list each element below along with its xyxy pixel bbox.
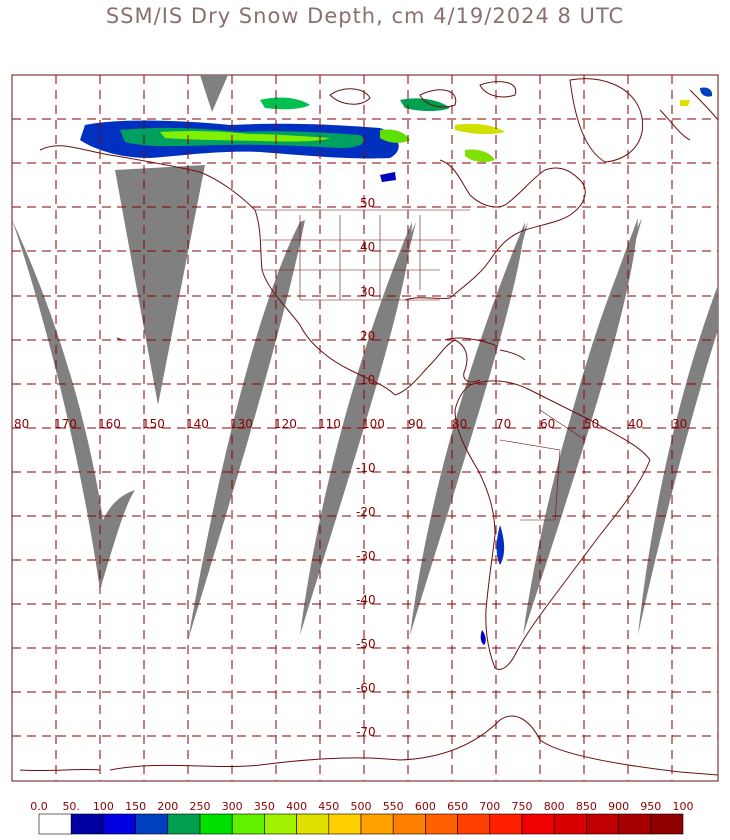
legend-label: 250 <box>190 800 211 813</box>
legend-swatch <box>167 813 201 835</box>
legend-swatch <box>328 813 362 835</box>
legend-label: 50. <box>62 800 80 813</box>
legend-swatch <box>521 813 555 835</box>
coastline-south-america <box>454 380 651 670</box>
legend-label: 200 <box>157 800 178 813</box>
legend-swatch <box>360 813 394 835</box>
swath-gap <box>638 285 718 635</box>
legend-swatch <box>650 813 684 835</box>
legend-swatch <box>618 813 652 835</box>
longitude-label: 120 <box>274 417 297 431</box>
longitude-label: 30 <box>672 417 687 431</box>
legend-label: 600 <box>415 800 436 813</box>
legend-swatch <box>264 813 297 835</box>
latitude-label: 10 <box>360 373 375 387</box>
legend-label: 750 <box>512 800 533 813</box>
longitude-label: 170 <box>54 417 77 431</box>
longitude-label: 100 <box>362 417 385 431</box>
latitude-label: 50 <box>360 196 375 210</box>
longitude-label: 150 <box>142 417 165 431</box>
graticule <box>12 75 718 781</box>
coastline-west <box>39 145 396 396</box>
latitude-label: -40 <box>356 593 376 607</box>
legend-swatch <box>135 813 169 835</box>
latitude-label: -70 <box>356 725 376 739</box>
longitude-labels: 80 170 160 150 140 130 120 110 100 90 80… <box>14 417 687 431</box>
legend-label: 350 <box>254 800 275 813</box>
longitude-label: 110 <box>318 417 341 431</box>
swath-gap <box>115 165 205 405</box>
latitude-label: 30 <box>360 285 375 299</box>
longitude-label: 70 <box>496 417 511 431</box>
longitude-label: 90 <box>408 417 423 431</box>
legend-swatch <box>296 813 330 835</box>
legend-label: 550 <box>383 800 404 813</box>
coastline-antarctica-west <box>19 768 101 772</box>
legend-swatch <box>553 813 587 835</box>
caribbean-islands <box>444 337 526 361</box>
swath-gap <box>523 218 642 635</box>
legend-label: 950 <box>640 800 661 813</box>
legend-label: 450 <box>318 800 339 813</box>
legend-label: 100 <box>673 800 694 813</box>
longitude-label: 50 <box>584 417 599 431</box>
legend-swatch <box>425 813 458 835</box>
coastlines <box>19 78 719 776</box>
coastline-north-atlantic <box>659 89 719 141</box>
country-borders <box>499 409 586 521</box>
latitude-label: -20 <box>356 505 376 519</box>
legend-swatch <box>199 813 233 835</box>
latitude-label: -30 <box>356 549 376 563</box>
state-borders <box>255 209 470 301</box>
swath-gap-top <box>200 75 228 112</box>
legend-label: 100 <box>93 800 114 813</box>
legend-label: 150 <box>125 800 146 813</box>
legend-swatch <box>103 813 136 835</box>
legend-swatch <box>38 813 72 835</box>
color-legend: 0.0 50. 100 150 200 250 300 350 400 450 500 550 600 6… <box>30 800 694 835</box>
latitude-label: -50 <box>356 637 376 651</box>
longitude-label: 60 <box>540 417 555 431</box>
legend-label: 700 <box>479 800 500 813</box>
snow-cover <box>80 87 713 645</box>
longitude-label: 130 <box>230 417 253 431</box>
longitude-label: 140 <box>186 417 209 431</box>
legend-swatches <box>38 813 684 835</box>
legend-label: 300 <box>222 800 243 813</box>
legend-label: 500 <box>351 800 372 813</box>
legend-label: 900 <box>608 800 629 813</box>
longitude-label: 80 <box>452 417 467 431</box>
longitude-label: 160 <box>98 417 121 431</box>
legend-label: 850 <box>576 800 597 813</box>
legend-swatch <box>489 813 523 835</box>
legend-swatch <box>70 813 104 835</box>
longitude-label: 80 <box>14 417 29 431</box>
latitude-label: -10 <box>356 461 376 475</box>
state-borders-vertical <box>299 215 421 300</box>
legend-swatch <box>457 813 491 835</box>
coastline-antarctica <box>109 715 719 776</box>
legend-label: 650 <box>447 800 468 813</box>
map-title: SSM/IS Dry Snow Depth, cm 4/19/2024 8 UT… <box>105 4 625 28</box>
latitude-label: -60 <box>356 681 376 695</box>
latitude-labels: 50 40 30 20 10 -10 -20 -30 -40 -50 -60 -… <box>356 196 376 739</box>
legend-swatch <box>586 813 619 835</box>
arctic-islands <box>329 78 644 163</box>
legend-swatch <box>392 813 426 835</box>
swath-gap <box>12 220 135 590</box>
legend-label: 400 <box>286 800 307 813</box>
legend-labels: 0.0 50. 100 150 200 250 300 350 400 450 500 550 600 6… <box>30 800 693 813</box>
legend-swatch <box>231 813 265 835</box>
swath-gap <box>188 220 305 640</box>
longitude-label: 40 <box>628 417 643 431</box>
legend-label: 800 <box>544 800 565 813</box>
legend-label: 0.0 <box>30 800 48 813</box>
latitude-label: 40 <box>360 240 375 254</box>
latitude-label: 20 <box>360 329 375 343</box>
